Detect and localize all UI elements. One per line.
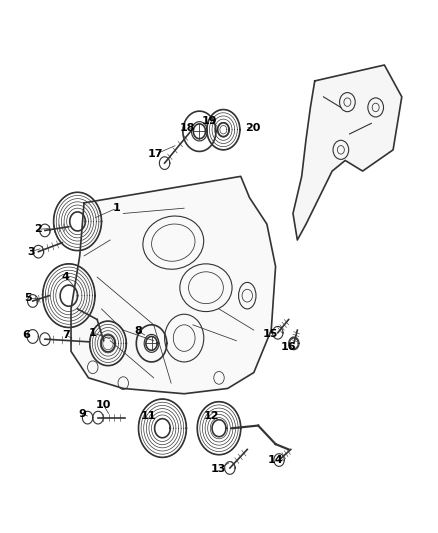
Text: 17: 17 [148, 149, 164, 159]
Text: 10: 10 [96, 400, 111, 410]
Text: 13: 13 [210, 464, 226, 474]
Text: 9: 9 [79, 409, 87, 419]
Polygon shape [71, 176, 276, 394]
Text: 6: 6 [23, 330, 31, 341]
Text: 15: 15 [263, 329, 278, 340]
Text: 4: 4 [62, 272, 70, 282]
Text: 8: 8 [134, 326, 142, 336]
Text: 14: 14 [268, 455, 283, 465]
Text: 11: 11 [141, 411, 156, 421]
Text: 19: 19 [201, 116, 217, 126]
Text: 1: 1 [89, 328, 97, 338]
Text: 5: 5 [24, 293, 31, 303]
Text: 16: 16 [281, 342, 297, 352]
Polygon shape [293, 65, 402, 240]
Text: 3: 3 [27, 247, 35, 257]
Text: 1: 1 [113, 203, 120, 213]
Text: 20: 20 [245, 123, 261, 133]
Text: 2: 2 [35, 224, 42, 235]
Text: 7: 7 [62, 330, 70, 341]
Text: 12: 12 [203, 411, 219, 421]
Text: 18: 18 [180, 123, 195, 133]
